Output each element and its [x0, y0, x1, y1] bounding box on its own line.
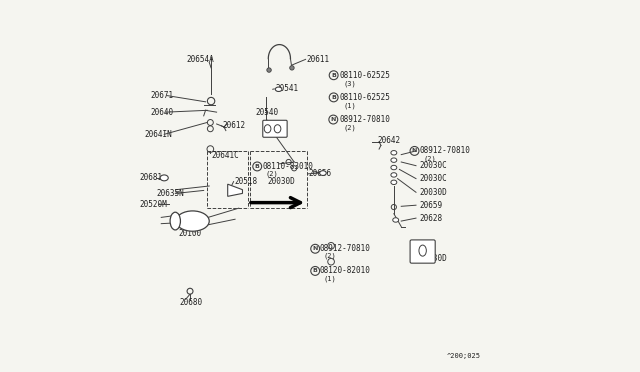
Text: B: B [332, 73, 336, 78]
Ellipse shape [264, 125, 271, 133]
Text: 20641C: 20641C [211, 151, 239, 160]
Text: 20030D: 20030D [268, 177, 295, 186]
Text: (2): (2) [424, 156, 436, 162]
Ellipse shape [170, 212, 180, 230]
FancyBboxPatch shape [263, 120, 287, 137]
Ellipse shape [391, 173, 397, 177]
Text: 08110-62525: 08110-62525 [339, 71, 390, 80]
Text: 08912-70810: 08912-70810 [320, 244, 371, 253]
Text: 20541: 20541 [275, 84, 298, 93]
Text: 2064IN: 2064IN [145, 130, 172, 139]
Text: N: N [412, 148, 417, 153]
Text: 20681: 20681 [139, 173, 162, 182]
Text: 20030D: 20030D [420, 254, 447, 263]
Text: 20611: 20611 [307, 55, 330, 64]
Ellipse shape [274, 125, 281, 133]
Text: ^200;025: ^200;025 [447, 353, 481, 359]
Polygon shape [228, 184, 243, 196]
Ellipse shape [160, 175, 168, 181]
Text: 08912-70810: 08912-70810 [420, 147, 470, 155]
Text: (2): (2) [266, 171, 278, 177]
Text: 08912-70810: 08912-70810 [339, 115, 390, 124]
Text: (3): (3) [343, 80, 356, 87]
Text: 20659: 20659 [420, 201, 443, 210]
Text: B: B [332, 95, 336, 100]
Text: N: N [312, 246, 318, 251]
Text: 20628: 20628 [420, 214, 443, 222]
Ellipse shape [176, 211, 209, 231]
Text: (2): (2) [343, 124, 356, 131]
Text: B: B [313, 269, 317, 273]
Text: 20656: 20656 [309, 169, 332, 178]
Text: 08120-82010: 08120-82010 [320, 266, 371, 275]
Text: (1): (1) [343, 102, 356, 109]
Ellipse shape [319, 171, 326, 176]
Text: 20680: 20680 [179, 298, 202, 307]
Ellipse shape [391, 165, 397, 170]
Text: 20654A: 20654A [186, 55, 214, 64]
Circle shape [267, 68, 271, 72]
Ellipse shape [393, 218, 399, 222]
Text: (2): (2) [324, 253, 337, 259]
Text: (1): (1) [324, 275, 337, 282]
FancyBboxPatch shape [410, 240, 435, 263]
Text: 20100: 20100 [179, 229, 202, 238]
Text: N: N [331, 117, 336, 122]
Text: 20518: 20518 [234, 177, 257, 186]
Text: 20030C: 20030C [420, 174, 447, 183]
Ellipse shape [391, 180, 397, 185]
Ellipse shape [419, 245, 426, 256]
Text: 20612: 20612 [222, 121, 245, 130]
Text: 20030D: 20030D [420, 188, 447, 197]
Text: 20540: 20540 [255, 108, 278, 117]
Text: 20635N: 20635N [157, 189, 184, 198]
Text: 20671: 20671 [151, 91, 174, 100]
Text: 20642: 20642 [377, 136, 401, 145]
Text: 20030C: 20030C [420, 161, 447, 170]
Text: 08110-83010: 08110-83010 [263, 162, 314, 171]
Text: B: B [255, 164, 260, 169]
Circle shape [290, 65, 294, 70]
Ellipse shape [391, 158, 397, 162]
Ellipse shape [275, 87, 282, 92]
Text: 20640: 20640 [151, 108, 174, 117]
Text: 08110-62525: 08110-62525 [339, 93, 390, 102]
Text: 20520M: 20520M [139, 200, 167, 209]
Ellipse shape [391, 151, 397, 155]
